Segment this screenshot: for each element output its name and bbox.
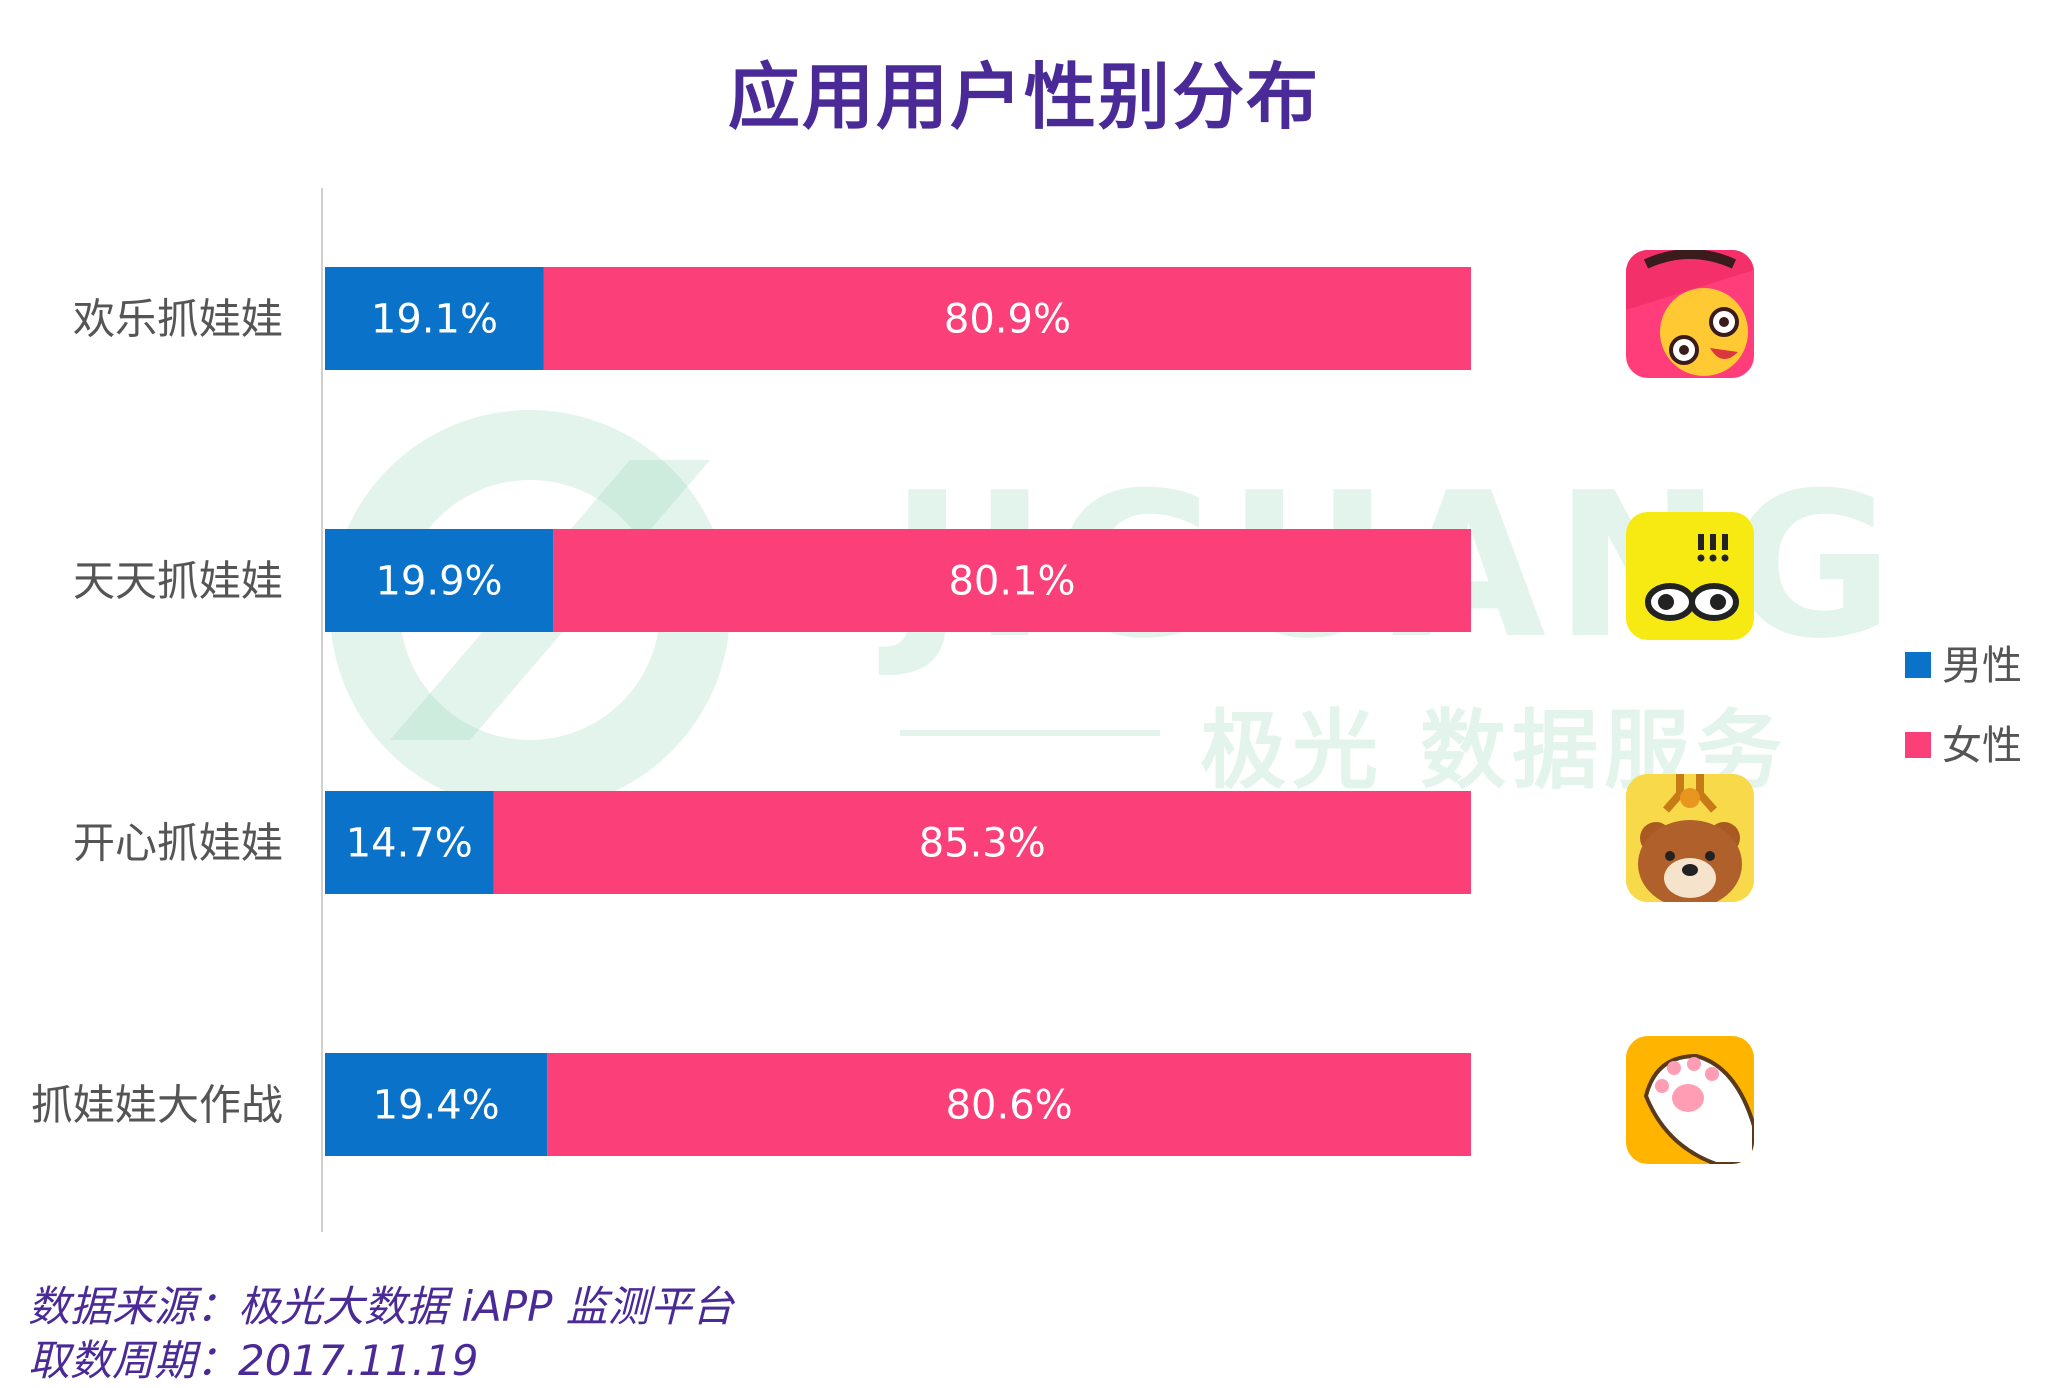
bear-claw-app-icon bbox=[1626, 774, 1754, 902]
bar-segment-female bbox=[553, 529, 1471, 632]
bar-value-label: 80.6% bbox=[946, 1083, 1073, 1129]
data-source-note: 数据来源：极光大数据 iAPP 监测平台 bbox=[28, 1282, 734, 1331]
bar-segment-female bbox=[493, 791, 1471, 894]
claw-tiger-app-icon bbox=[1626, 250, 1754, 378]
chart-title: 应用用户性别分布 bbox=[727, 55, 1320, 139]
legend-swatch bbox=[1905, 652, 1931, 678]
category-label: 欢乐抓娃娃 bbox=[73, 295, 283, 344]
bar-segment-male bbox=[325, 1053, 548, 1156]
cat-paw-app-icon bbox=[1626, 1036, 1754, 1164]
bar-segment-female bbox=[543, 267, 1471, 370]
category-label: 抓娃娃大作战 bbox=[31, 1081, 283, 1130]
bar-value-label: 85.3% bbox=[919, 821, 1046, 867]
bar-value-label: 14.7% bbox=[346, 821, 473, 867]
legend-entry: 男性 bbox=[1942, 643, 2022, 689]
footer: 数据来源：极光大数据 iAPP 监测平台 取数周期：2017.11.19 bbox=[28, 1280, 734, 1388]
bar-value-label: 19.1% bbox=[371, 297, 498, 343]
bar-segment-male bbox=[325, 791, 494, 894]
legend-swatch bbox=[1905, 732, 1931, 758]
bar-segment-male bbox=[325, 529, 554, 632]
data-period-note: 取数周期：2017.11.19 bbox=[28, 1336, 479, 1385]
legend-entry: 女性 bbox=[1942, 723, 2022, 769]
category-label: 开心抓娃娃 bbox=[73, 819, 283, 868]
bar-segment-male bbox=[325, 267, 544, 370]
bar-value-label: 80.9% bbox=[944, 297, 1071, 343]
category-label: 天天抓娃娃 bbox=[73, 557, 283, 606]
bar-value-label: 19.4% bbox=[373, 1083, 500, 1129]
bar-value-label: 80.1% bbox=[948, 559, 1075, 605]
bar-value-label: 19.9% bbox=[375, 559, 502, 605]
bars-group: 欢乐抓娃娃 19.1% 80.9% 天天抓娃娃 19.9% 80.1% 开心抓娃娃 14.7%… bbox=[31, 267, 1471, 1156]
yellow-face-app-icon bbox=[1626, 512, 1754, 640]
bar-segment-female bbox=[547, 1053, 1471, 1156]
